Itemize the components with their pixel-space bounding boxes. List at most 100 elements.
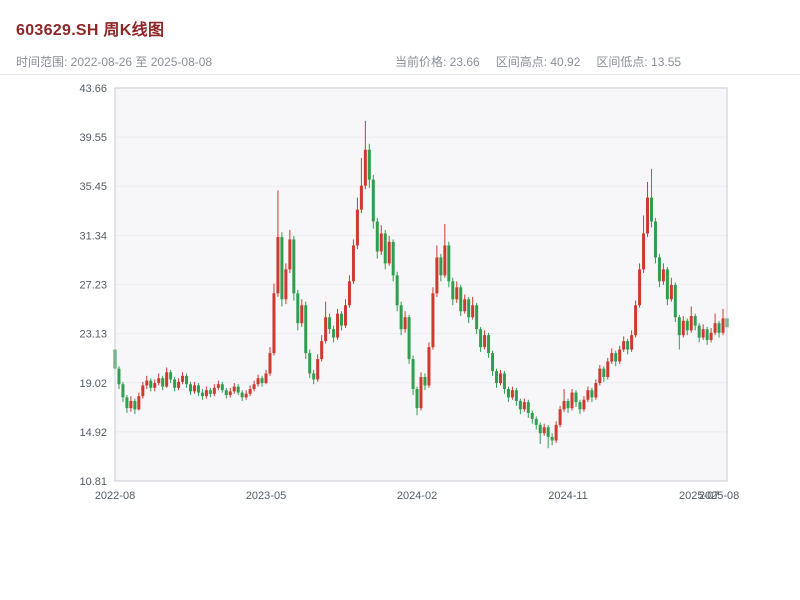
candle-body: [518, 400, 522, 410]
candle-body: [240, 392, 244, 398]
candle-body: [129, 400, 133, 409]
candle-body: [443, 245, 447, 276]
candle-body: [125, 397, 129, 409]
y-tick-label: 14.92: [79, 427, 107, 439]
candle-body: [435, 257, 439, 294]
candle-body: [161, 378, 165, 387]
candle-body: [566, 400, 570, 409]
y-tick-label: 31.34: [79, 230, 107, 242]
candle-body: [141, 385, 145, 397]
candle-body: [169, 372, 173, 380]
candle-body: [447, 245, 451, 282]
candle-body: [451, 281, 455, 300]
candle-body: [594, 383, 598, 398]
candle-body: [399, 305, 403, 330]
header-divider: [0, 74, 800, 75]
candle-body: [681, 320, 685, 336]
candle-body: [618, 349, 622, 362]
candle-body: [506, 389, 510, 398]
x-tick-label: 2022-08: [95, 490, 135, 502]
candle-body: [359, 185, 363, 210]
x-tick-label: 2025-08: [699, 490, 739, 502]
candle-body: [542, 427, 546, 434]
candle-body: [427, 347, 431, 386]
candle-body: [439, 257, 443, 276]
x-tick-label: 2025-07: [679, 490, 719, 502]
candle-body: [296, 293, 300, 324]
candle-body: [423, 377, 427, 386]
candle-body: [292, 239, 296, 294]
candle-body: [598, 368, 602, 384]
candle-body: [272, 293, 276, 354]
candle-body: [284, 269, 288, 300]
candle-body: [328, 317, 332, 330]
candle-body: [479, 329, 483, 348]
candle-body: [149, 380, 153, 388]
candle-body: [320, 341, 324, 360]
kline-chart: 10.81 14.92 19.02 23.13 27.23 31.34 35.45 39.55…: [79, 83, 739, 502]
candle-body: [208, 390, 212, 394]
candle-body: [689, 316, 693, 331]
candle-body: [622, 341, 626, 350]
axes-frame: [114, 87, 728, 482]
candle-body: [606, 361, 610, 378]
candle-body: [189, 384, 193, 392]
candle-body: [626, 341, 630, 350]
candle-body: [709, 332, 713, 340]
y-tick-label: 43.66: [79, 83, 107, 95]
candle-body: [343, 305, 347, 326]
candle-body: [498, 373, 502, 384]
candle-body: [669, 284, 673, 300]
candle-body: [371, 179, 375, 222]
y-tick-label: 27.23: [79, 280, 107, 292]
candle-body: [693, 316, 697, 326]
candle-body: [697, 325, 701, 338]
candle-body: [387, 241, 391, 264]
candle-body: [538, 424, 542, 434]
candle-body: [653, 221, 657, 258]
candle-body: [530, 412, 534, 419]
candle-body: [630, 335, 634, 350]
candle-body: [228, 391, 232, 395]
candle-body: [363, 149, 367, 186]
candle-body: [177, 381, 181, 388]
x-tick-label: 2024-11: [548, 490, 588, 502]
candle-body: [510, 390, 514, 398]
candle-body: [411, 359, 415, 390]
candle-body: [300, 305, 304, 324]
candle-body: [471, 305, 475, 318]
candle-body: [534, 418, 538, 425]
candle-body: [475, 305, 479, 330]
candle-body: [395, 275, 399, 306]
candle-body: [220, 384, 224, 391]
candle-body: [705, 329, 709, 340]
candle-body: [173, 379, 177, 388]
candle-body: [634, 305, 638, 336]
candle-body: [347, 281, 351, 306]
candle-body: [248, 389, 252, 394]
subheader: 时间范围: 2022-08-26 至 2025-08-08 当前价格: 23.6…: [0, 50, 800, 72]
candle-body: [181, 375, 185, 382]
candle-body: [463, 299, 467, 312]
candle-body: [546, 427, 550, 437]
candle-body: [467, 299, 471, 318]
candle-body: [673, 284, 677, 318]
candle-body: [602, 368, 606, 378]
candle-body: [610, 353, 614, 362]
candle-body: [459, 287, 463, 312]
candle-body: [514, 390, 518, 401]
candle-body: [495, 371, 499, 384]
candle-body: [276, 237, 280, 294]
candle-body: [212, 387, 216, 394]
candle-body: [204, 390, 208, 397]
candle-body: [665, 269, 669, 300]
chart-area: 10.81 14.92 19.02 23.13 27.23 31.34 35.45 39.55…: [0, 78, 800, 528]
candle-body: [550, 436, 554, 441]
candle-body: [713, 323, 717, 333]
candle-body: [268, 353, 272, 374]
candle-body: [578, 402, 582, 410]
candle-body: [137, 396, 141, 410]
candle-body: [415, 389, 419, 409]
candle-body: [554, 424, 558, 441]
